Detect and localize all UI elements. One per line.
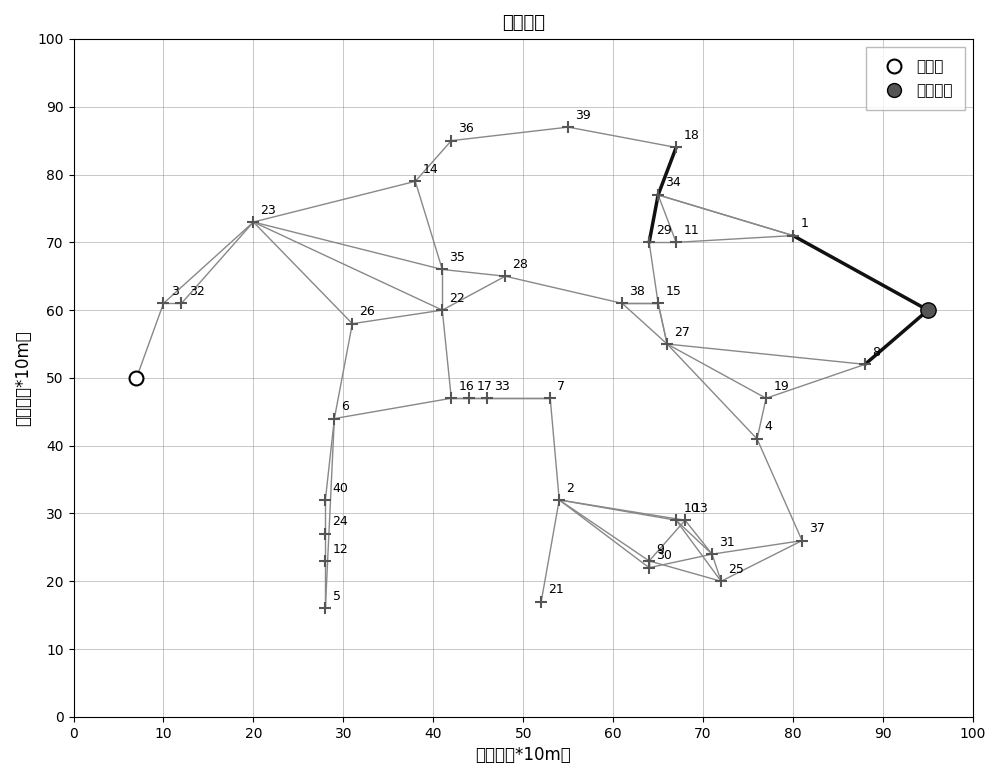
X-axis label: 横坐标（*10m）: 横坐标（*10m） — [475, 746, 571, 764]
Text: 30: 30 — [656, 549, 672, 562]
Text: 34: 34 — [665, 177, 681, 190]
Text: 14: 14 — [423, 163, 438, 176]
Text: 28: 28 — [512, 258, 528, 271]
Text: 22: 22 — [449, 292, 465, 305]
Text: 7: 7 — [557, 380, 565, 393]
Text: 16: 16 — [458, 380, 474, 393]
Text: 36: 36 — [458, 122, 474, 135]
Title: 路由模型: 路由模型 — [502, 14, 545, 32]
Text: 5: 5 — [333, 590, 341, 603]
Text: 2: 2 — [566, 482, 574, 495]
Text: 26: 26 — [360, 305, 375, 318]
Text: 9: 9 — [656, 542, 664, 555]
Text: 11: 11 — [683, 224, 699, 237]
Text: 35: 35 — [449, 251, 465, 264]
Text: 38: 38 — [629, 285, 645, 298]
Text: 6: 6 — [342, 400, 349, 413]
Text: 12: 12 — [333, 542, 348, 555]
Y-axis label: 纵坐标（*10m）: 纵坐标（*10m） — [14, 330, 32, 426]
Text: 1: 1 — [800, 217, 808, 230]
Text: 29: 29 — [656, 224, 672, 237]
Text: 24: 24 — [333, 515, 348, 528]
Text: 17: 17 — [476, 380, 492, 393]
Text: 4: 4 — [764, 420, 772, 433]
Text: 27: 27 — [674, 326, 690, 338]
Text: 21: 21 — [548, 584, 564, 596]
Text: 13: 13 — [692, 502, 708, 515]
Text: 19: 19 — [773, 380, 789, 393]
Text: 39: 39 — [575, 109, 591, 121]
Text: 10: 10 — [683, 502, 699, 515]
Text: 15: 15 — [665, 285, 681, 298]
Text: 25: 25 — [728, 562, 744, 576]
Text: 32: 32 — [189, 285, 204, 298]
Text: 3: 3 — [171, 285, 179, 298]
Legend: 源节点, 汇聚节点: 源节点, 汇聚节点 — [866, 47, 965, 110]
Text: 31: 31 — [719, 536, 735, 548]
Text: 8: 8 — [872, 346, 880, 359]
Text: 23: 23 — [261, 204, 276, 216]
Text: 40: 40 — [333, 482, 348, 495]
Text: 33: 33 — [494, 380, 510, 393]
Text: 37: 37 — [809, 522, 825, 535]
Text: 18: 18 — [683, 129, 699, 142]
